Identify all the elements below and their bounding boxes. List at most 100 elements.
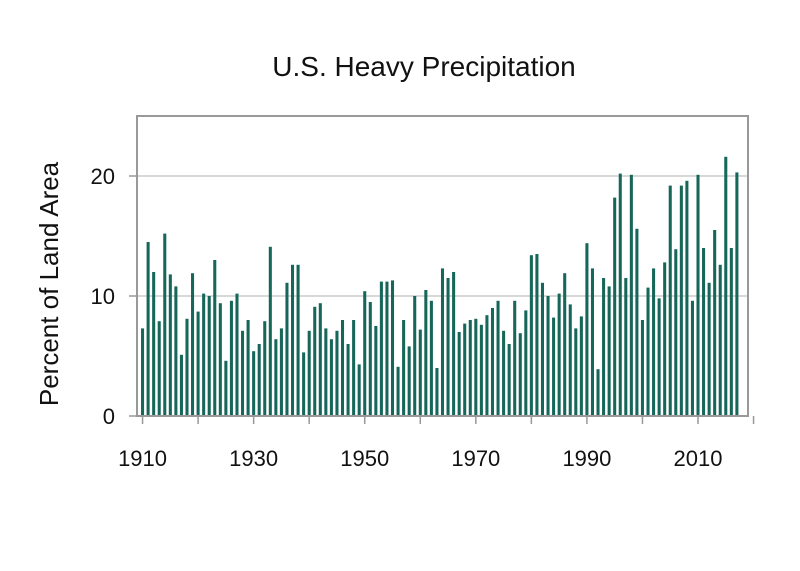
bar-1973 bbox=[490, 308, 495, 416]
bar-1918 bbox=[185, 318, 189, 416]
bar-1930 bbox=[252, 351, 256, 416]
bar-1941 bbox=[313, 306, 317, 416]
bar-1950 bbox=[363, 291, 367, 416]
bar-1967 bbox=[457, 332, 461, 416]
bar-1952 bbox=[374, 326, 378, 416]
bar-1990 bbox=[585, 243, 589, 416]
bar-1983 bbox=[546, 296, 550, 416]
bar-2009 bbox=[690, 300, 694, 416]
x-tick-label-1990: 1990 bbox=[562, 446, 611, 471]
bar-1998 bbox=[629, 174, 633, 416]
bars bbox=[141, 156, 739, 417]
bar-1936 bbox=[285, 282, 289, 416]
bar-1964 bbox=[440, 268, 445, 416]
bar-1997 bbox=[624, 278, 628, 416]
bar-1928 bbox=[241, 330, 245, 416]
bar-1980 bbox=[529, 255, 533, 416]
bar-1934 bbox=[274, 339, 278, 416]
bar-1966 bbox=[452, 272, 456, 416]
y-axis: 0 10 20 bbox=[91, 164, 137, 429]
bar-2011 bbox=[702, 248, 706, 416]
bar-1958 bbox=[407, 346, 411, 416]
bar-2005 bbox=[668, 185, 672, 416]
bar-1953 bbox=[379, 281, 383, 416]
bar-1913 bbox=[157, 321, 161, 416]
bar-2001 bbox=[646, 287, 650, 416]
bar-1921 bbox=[202, 293, 206, 416]
bar-1929 bbox=[246, 320, 250, 416]
bar-1942 bbox=[318, 303, 322, 416]
bar-1987 bbox=[568, 304, 572, 416]
bar-1917 bbox=[179, 354, 183, 416]
bar-1971 bbox=[479, 324, 483, 416]
bar-1946 bbox=[340, 320, 345, 416]
bar-1924 bbox=[218, 303, 222, 416]
bar-1979 bbox=[524, 310, 528, 416]
bar-1940 bbox=[307, 330, 311, 416]
bar-1920 bbox=[196, 311, 200, 416]
bar-1994 bbox=[607, 286, 611, 416]
bar-1939 bbox=[302, 352, 306, 416]
bar-1974 bbox=[496, 300, 500, 416]
bar-1910 bbox=[141, 328, 145, 416]
bar-1970 bbox=[474, 318, 478, 416]
x-tick-label-1910: 1910 bbox=[118, 446, 167, 471]
bar-2002 bbox=[652, 268, 656, 416]
bar-1926 bbox=[229, 300, 233, 416]
bar-2008 bbox=[685, 180, 689, 416]
bar-1976 bbox=[507, 344, 511, 416]
bar-1968 bbox=[463, 323, 467, 416]
y-axis-title: Percent of Land Area bbox=[34, 161, 64, 406]
bar-1919 bbox=[191, 273, 195, 416]
x-tick-label-1970: 1970 bbox=[451, 446, 500, 471]
y-tick-label-0: 0 bbox=[103, 404, 115, 429]
bar-2012 bbox=[707, 282, 711, 416]
bar-1933 bbox=[268, 246, 272, 416]
bar-1960 bbox=[418, 329, 422, 416]
bar-2004 bbox=[663, 262, 667, 416]
bar-1999 bbox=[635, 228, 639, 416]
chart-title: U.S. Heavy Precipitation bbox=[272, 51, 575, 82]
bar-1949 bbox=[357, 364, 361, 416]
bar-1957 bbox=[402, 320, 406, 416]
bar-1935 bbox=[279, 328, 283, 416]
bar-1914 bbox=[163, 233, 167, 416]
plot-frame bbox=[136, 115, 749, 417]
bar-1986 bbox=[563, 273, 567, 416]
bar-1989 bbox=[579, 316, 583, 416]
bar-1938 bbox=[296, 264, 300, 416]
bar-2010 bbox=[696, 174, 700, 416]
x-tick-label-1930: 1930 bbox=[229, 446, 278, 471]
bar-1961 bbox=[424, 290, 428, 416]
bar-1916 bbox=[174, 286, 178, 416]
bar-1969 bbox=[468, 320, 472, 416]
bar-1956 bbox=[396, 366, 400, 416]
y-tick-label-20: 20 bbox=[91, 164, 115, 189]
bar-1943 bbox=[324, 328, 328, 416]
bar-1992 bbox=[596, 369, 600, 416]
bar-1991 bbox=[590, 268, 595, 416]
bar-1944 bbox=[329, 339, 333, 416]
bar-1965 bbox=[446, 278, 450, 416]
bar-1945 bbox=[335, 330, 339, 416]
bar-1927 bbox=[235, 293, 239, 416]
x-tick-label-1950: 1950 bbox=[340, 446, 389, 471]
bar-1996 bbox=[618, 173, 622, 416]
bar-1984 bbox=[552, 317, 556, 416]
bar-1955 bbox=[390, 280, 395, 416]
x-tick-label-2010: 2010 bbox=[674, 446, 723, 471]
bar-1911 bbox=[146, 242, 150, 416]
bar-2003 bbox=[657, 298, 661, 416]
bar-1982 bbox=[540, 282, 545, 416]
bar-2007 bbox=[679, 185, 683, 416]
bar-1931 bbox=[257, 344, 261, 416]
bar-2013 bbox=[713, 230, 717, 416]
bar-1975 bbox=[502, 330, 506, 416]
bar-1972 bbox=[485, 315, 489, 416]
bar-1932 bbox=[263, 321, 267, 416]
bar-2006 bbox=[674, 249, 678, 416]
bar-1981 bbox=[535, 254, 539, 416]
bar-1963 bbox=[435, 368, 439, 416]
bar-2017 bbox=[735, 172, 739, 416]
